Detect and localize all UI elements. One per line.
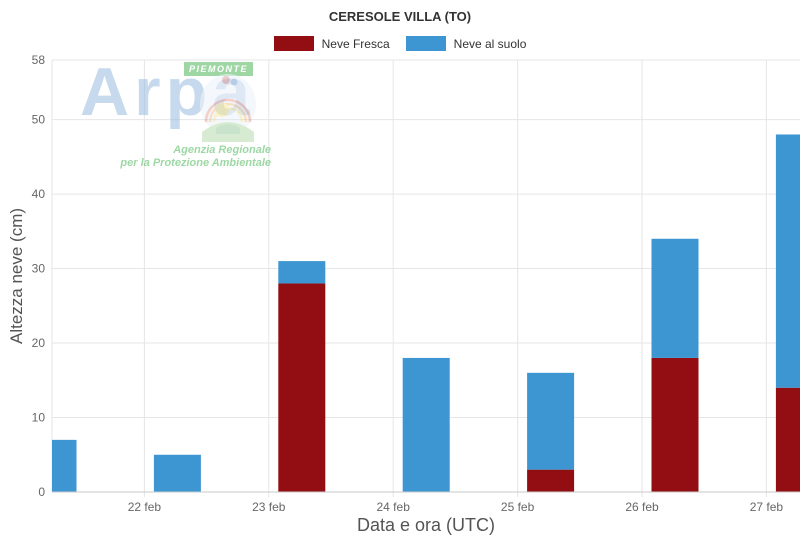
x-tick-label: 24 feb bbox=[377, 500, 411, 514]
arpa-emblem-icon bbox=[200, 74, 256, 142]
bar-segment-neve-al-suolo[interactable] bbox=[402, 357, 450, 492]
y-tick-label: 0 bbox=[38, 485, 45, 499]
x-tick-label: 25 feb bbox=[501, 500, 535, 514]
watermark-tagline-1: Agenzia Regionale bbox=[173, 144, 271, 156]
bar-segment-neve-al-suolo[interactable] bbox=[651, 238, 699, 358]
legend-item-neve-al-suolo[interactable]: Neve al suolo bbox=[405, 36, 527, 51]
bar-segment-neve-fresca[interactable] bbox=[278, 283, 326, 492]
bar-segment-neve-al-suolo[interactable] bbox=[527, 372, 575, 470]
bar-segment-neve-al-suolo[interactable] bbox=[52, 439, 77, 492]
y-axis-title: Altezza neve (cm) bbox=[7, 207, 26, 345]
bar-segment-neve-al-suolo[interactable] bbox=[153, 454, 201, 492]
legend: Neve Fresca Neve al suolo bbox=[0, 36, 800, 51]
bar-segment-neve-fresca[interactable] bbox=[775, 387, 800, 492]
y-tick-label: 50 bbox=[32, 113, 46, 127]
x-tick-label: 22 feb bbox=[128, 500, 162, 514]
legend-item-neve-fresca[interactable]: Neve Fresca bbox=[273, 36, 390, 51]
legend-label: Neve al suolo bbox=[453, 36, 527, 51]
y-tick-label: 30 bbox=[32, 262, 46, 276]
x-tick-label: 27 feb bbox=[750, 500, 784, 514]
neve-fresca-swatch-icon bbox=[273, 36, 314, 51]
bar-segment-neve-al-suolo[interactable] bbox=[775, 134, 800, 388]
y-tick-label: 20 bbox=[32, 336, 46, 350]
y-tick-label: 10 bbox=[32, 411, 46, 425]
chart-title: CERESOLE VILLA (TO) bbox=[328, 9, 472, 24]
bar-segment-neve-fresca[interactable] bbox=[651, 357, 699, 492]
y-tick-label: 58 bbox=[32, 53, 46, 67]
watermark-tagline-2: per la Protezione Ambientale bbox=[120, 157, 271, 169]
arpa-piemonte-watermark: Arpa PIEMONTE Agenzia Regionale per la P… bbox=[78, 56, 274, 178]
legend-label: Neve Fresca bbox=[321, 36, 390, 51]
bar-segment-neve-al-suolo[interactable] bbox=[278, 261, 326, 284]
neve-al-suolo-swatch-icon bbox=[405, 36, 446, 51]
y-tick-label: 40 bbox=[32, 187, 46, 201]
x-tick-label: 23 feb bbox=[252, 500, 286, 514]
x-axis-title: Data e ora (UTC) bbox=[356, 515, 496, 535]
piemonte-badge: PIEMONTE bbox=[184, 62, 254, 76]
bar-segment-neve-fresca[interactable] bbox=[527, 469, 575, 492]
x-tick-label: 26 feb bbox=[625, 500, 659, 514]
